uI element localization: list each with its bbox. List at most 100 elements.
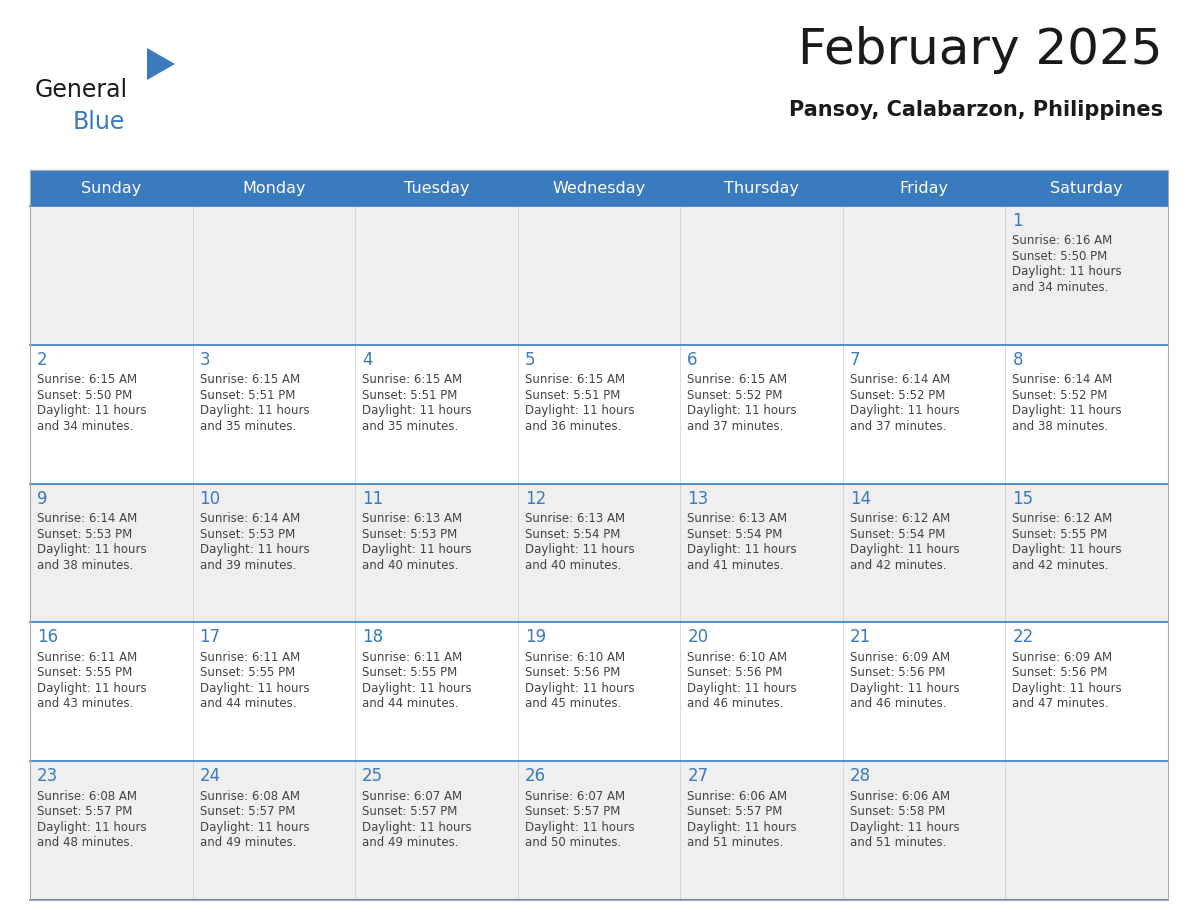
Text: and 51 minutes.: and 51 minutes. — [688, 836, 784, 849]
Text: and 43 minutes.: and 43 minutes. — [37, 698, 133, 711]
Text: Daylight: 11 hours: Daylight: 11 hours — [1012, 682, 1121, 695]
Text: Daylight: 11 hours: Daylight: 11 hours — [200, 543, 309, 556]
Text: and 42 minutes.: and 42 minutes. — [849, 558, 947, 572]
Text: Saturday: Saturday — [1050, 181, 1123, 196]
Bar — [30, 761, 1168, 900]
Text: Sunset: 5:55 PM: Sunset: 5:55 PM — [1012, 528, 1107, 541]
Text: Sunrise: 6:15 AM: Sunrise: 6:15 AM — [200, 374, 299, 386]
Text: Sunrise: 6:13 AM: Sunrise: 6:13 AM — [362, 512, 462, 525]
Text: and 45 minutes.: and 45 minutes. — [525, 698, 621, 711]
Text: 8: 8 — [1012, 351, 1023, 369]
Text: and 39 minutes.: and 39 minutes. — [200, 558, 296, 572]
Text: Daylight: 11 hours: Daylight: 11 hours — [1012, 543, 1121, 556]
Text: Daylight: 11 hours: Daylight: 11 hours — [362, 821, 472, 834]
Text: Sunrise: 6:11 AM: Sunrise: 6:11 AM — [200, 651, 299, 664]
Text: and 36 minutes.: and 36 minutes. — [525, 420, 621, 432]
Text: Monday: Monday — [242, 181, 305, 196]
Text: Daylight: 11 hours: Daylight: 11 hours — [200, 682, 309, 695]
Text: Daylight: 11 hours: Daylight: 11 hours — [688, 543, 797, 556]
Text: Sunset: 5:54 PM: Sunset: 5:54 PM — [525, 528, 620, 541]
Text: and 37 minutes.: and 37 minutes. — [688, 420, 784, 432]
Text: 17: 17 — [200, 629, 221, 646]
Text: and 34 minutes.: and 34 minutes. — [1012, 281, 1108, 294]
Text: Daylight: 11 hours: Daylight: 11 hours — [849, 404, 960, 418]
Text: 20: 20 — [688, 629, 708, 646]
Text: Sunrise: 6:09 AM: Sunrise: 6:09 AM — [849, 651, 950, 664]
Text: Sunset: 5:55 PM: Sunset: 5:55 PM — [362, 666, 457, 679]
Text: Sunrise: 6:10 AM: Sunrise: 6:10 AM — [525, 651, 625, 664]
Text: Daylight: 11 hours: Daylight: 11 hours — [200, 404, 309, 418]
Text: Daylight: 11 hours: Daylight: 11 hours — [37, 543, 146, 556]
Text: Sunset: 5:53 PM: Sunset: 5:53 PM — [362, 528, 457, 541]
Text: Sunset: 5:55 PM: Sunset: 5:55 PM — [37, 666, 132, 679]
Text: Sunrise: 6:11 AM: Sunrise: 6:11 AM — [37, 651, 138, 664]
Text: February 2025: February 2025 — [798, 26, 1163, 74]
Text: Sunrise: 6:14 AM: Sunrise: 6:14 AM — [37, 512, 138, 525]
Text: 2: 2 — [37, 351, 48, 369]
Text: Sunrise: 6:12 AM: Sunrise: 6:12 AM — [849, 512, 950, 525]
Text: 15: 15 — [1012, 489, 1034, 508]
Text: Sunset: 5:56 PM: Sunset: 5:56 PM — [688, 666, 783, 679]
Text: Sunrise: 6:08 AM: Sunrise: 6:08 AM — [37, 789, 137, 802]
Text: and 42 minutes.: and 42 minutes. — [1012, 558, 1108, 572]
Text: Daylight: 11 hours: Daylight: 11 hours — [688, 404, 797, 418]
Text: Sunset: 5:54 PM: Sunset: 5:54 PM — [688, 528, 783, 541]
Text: Sunset: 5:53 PM: Sunset: 5:53 PM — [200, 528, 295, 541]
Text: and 41 minutes.: and 41 minutes. — [688, 558, 784, 572]
Text: Daylight: 11 hours: Daylight: 11 hours — [362, 543, 472, 556]
Bar — [30, 622, 1168, 761]
Text: and 34 minutes.: and 34 minutes. — [37, 420, 133, 432]
Text: and 47 minutes.: and 47 minutes. — [1012, 698, 1108, 711]
Text: 14: 14 — [849, 489, 871, 508]
Text: and 40 minutes.: and 40 minutes. — [525, 558, 621, 572]
Text: Sunset: 5:57 PM: Sunset: 5:57 PM — [688, 805, 783, 818]
Text: and 40 minutes.: and 40 minutes. — [362, 558, 459, 572]
Text: Daylight: 11 hours: Daylight: 11 hours — [849, 821, 960, 834]
Text: 1: 1 — [1012, 212, 1023, 230]
Text: Sunset: 5:50 PM: Sunset: 5:50 PM — [37, 389, 132, 402]
Text: Sunset: 5:57 PM: Sunset: 5:57 PM — [362, 805, 457, 818]
Text: Sunset: 5:52 PM: Sunset: 5:52 PM — [1012, 389, 1107, 402]
Text: 25: 25 — [362, 767, 384, 785]
Text: Sunrise: 6:10 AM: Sunrise: 6:10 AM — [688, 651, 788, 664]
Text: Daylight: 11 hours: Daylight: 11 hours — [1012, 404, 1121, 418]
Text: 27: 27 — [688, 767, 708, 785]
Text: 21: 21 — [849, 629, 871, 646]
Text: Daylight: 11 hours: Daylight: 11 hours — [688, 682, 797, 695]
Text: Sunset: 5:50 PM: Sunset: 5:50 PM — [1012, 250, 1107, 263]
Text: Tuesday: Tuesday — [404, 181, 469, 196]
Bar — [30, 345, 1168, 484]
Text: Sunset: 5:56 PM: Sunset: 5:56 PM — [525, 666, 620, 679]
Text: Sunset: 5:56 PM: Sunset: 5:56 PM — [1012, 666, 1107, 679]
Text: Sunset: 5:51 PM: Sunset: 5:51 PM — [200, 389, 295, 402]
Text: Daylight: 11 hours: Daylight: 11 hours — [525, 682, 634, 695]
Text: Sunrise: 6:13 AM: Sunrise: 6:13 AM — [688, 512, 788, 525]
Text: Daylight: 11 hours: Daylight: 11 hours — [1012, 265, 1121, 278]
Text: Daylight: 11 hours: Daylight: 11 hours — [37, 682, 146, 695]
Text: 13: 13 — [688, 489, 708, 508]
Text: Sunrise: 6:08 AM: Sunrise: 6:08 AM — [200, 789, 299, 802]
Bar — [30, 206, 1168, 345]
Text: Sunrise: 6:09 AM: Sunrise: 6:09 AM — [1012, 651, 1112, 664]
Text: 7: 7 — [849, 351, 860, 369]
Text: Sunday: Sunday — [81, 181, 141, 196]
Text: 10: 10 — [200, 489, 221, 508]
Text: and 46 minutes.: and 46 minutes. — [688, 698, 784, 711]
Text: and 38 minutes.: and 38 minutes. — [1012, 420, 1108, 432]
Text: and 44 minutes.: and 44 minutes. — [362, 698, 459, 711]
Text: Sunset: 5:55 PM: Sunset: 5:55 PM — [200, 666, 295, 679]
Text: Sunset: 5:52 PM: Sunset: 5:52 PM — [849, 389, 946, 402]
Text: Sunset: 5:57 PM: Sunset: 5:57 PM — [37, 805, 132, 818]
Text: Sunset: 5:53 PM: Sunset: 5:53 PM — [37, 528, 132, 541]
Text: and 44 minutes.: and 44 minutes. — [200, 698, 296, 711]
Text: and 35 minutes.: and 35 minutes. — [200, 420, 296, 432]
Text: and 38 minutes.: and 38 minutes. — [37, 558, 133, 572]
Text: and 49 minutes.: and 49 minutes. — [362, 836, 459, 849]
Text: Daylight: 11 hours: Daylight: 11 hours — [849, 682, 960, 695]
Text: Sunrise: 6:16 AM: Sunrise: 6:16 AM — [1012, 234, 1113, 248]
Text: Sunset: 5:56 PM: Sunset: 5:56 PM — [849, 666, 946, 679]
Text: Sunrise: 6:15 AM: Sunrise: 6:15 AM — [525, 374, 625, 386]
Text: Sunrise: 6:15 AM: Sunrise: 6:15 AM — [362, 374, 462, 386]
Text: 22: 22 — [1012, 629, 1034, 646]
Text: Sunrise: 6:07 AM: Sunrise: 6:07 AM — [525, 789, 625, 802]
